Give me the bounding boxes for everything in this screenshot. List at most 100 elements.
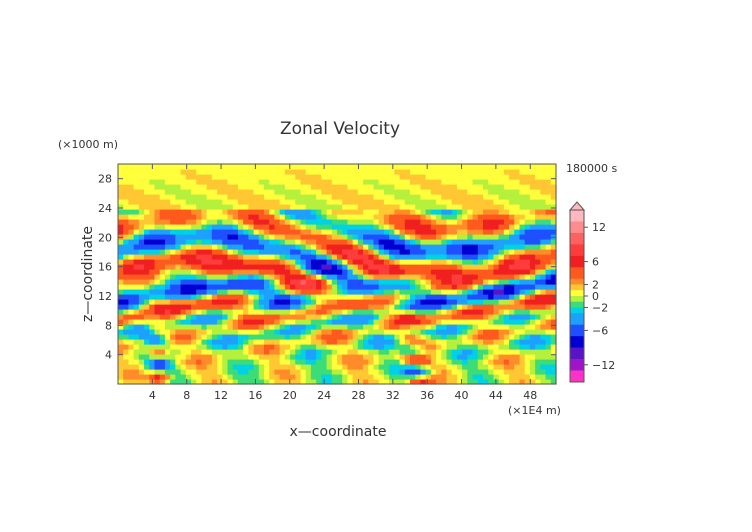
heatmap-cell: [425, 309, 432, 315]
heatmap-cell: [164, 164, 171, 170]
heatmap-cell: [394, 169, 401, 175]
heatmap-cell: [305, 209, 312, 215]
heatmap-cell: [436, 214, 442, 220]
colorbar-swatch: [570, 296, 584, 303]
heatmap-cell: [138, 194, 145, 200]
heatmap-cell: [456, 194, 463, 200]
heatmap-cell: [498, 284, 505, 290]
heatmap-cell: [342, 249, 349, 255]
heatmap-cell: [430, 314, 437, 320]
heatmap-cell: [154, 244, 161, 250]
heatmap-cell: [363, 279, 369, 285]
heatmap-cell: [498, 244, 505, 250]
heatmap-cell: [180, 199, 187, 205]
heatmap-cell: [175, 264, 182, 270]
heatmap-cell: [389, 204, 395, 210]
heatmap-cell: [144, 299, 150, 305]
heatmap-cell: [363, 339, 369, 345]
heatmap-cell: [310, 324, 317, 330]
heatmap-cell: [472, 329, 479, 335]
heatmap-cell: [483, 174, 489, 180]
heatmap-cell: [123, 179, 130, 185]
heatmap-cell: [493, 204, 500, 210]
heatmap-cell: [123, 259, 130, 265]
heatmap-cell: [451, 164, 458, 170]
heatmap-cell: [404, 369, 411, 375]
heatmap-cell: [253, 229, 260, 235]
heatmap-cell: [477, 164, 484, 170]
heatmap-cell: [436, 294, 442, 300]
heatmap-cell: [378, 219, 385, 225]
heatmap-cell: [128, 349, 135, 355]
heatmap-cell: [550, 319, 557, 325]
heatmap-cell: [253, 234, 260, 240]
heatmap-cell: [175, 189, 182, 195]
heatmap-cell: [175, 274, 182, 280]
heatmap-cell: [399, 214, 406, 220]
heatmap-cell: [483, 379, 489, 385]
heatmap-cell: [545, 224, 552, 230]
heatmap-cell: [128, 209, 135, 215]
heatmap-cell: [149, 279, 156, 285]
heatmap-cell: [305, 239, 312, 245]
heatmap-cell: [191, 284, 197, 290]
heatmap-cell: [227, 244, 234, 250]
heatmap-cell: [529, 209, 536, 215]
heatmap-cell: [352, 184, 359, 190]
heatmap-cell: [363, 189, 369, 195]
heatmap-cell: [284, 314, 291, 320]
heatmap-cell: [133, 319, 140, 325]
heatmap-cell: [451, 214, 458, 220]
heatmap-cell: [399, 249, 406, 255]
heatmap-cell: [337, 249, 343, 255]
heatmap-cell: [394, 179, 401, 185]
heatmap-cell: [462, 314, 468, 320]
heatmap-cell: [430, 214, 437, 220]
heatmap-cell: [279, 379, 286, 385]
heatmap-cell: [498, 179, 505, 185]
heatmap-cell: [337, 189, 343, 195]
heatmap-cell: [232, 354, 239, 360]
heatmap-cell: [383, 359, 390, 365]
heatmap-cell: [321, 319, 328, 325]
heatmap-cell: [253, 334, 260, 340]
heatmap-cell: [509, 359, 515, 365]
heatmap-cell: [545, 284, 552, 290]
heatmap-cell: [509, 174, 515, 180]
heatmap-cell: [264, 339, 270, 345]
heatmap-cell: [310, 374, 317, 380]
heatmap-cell: [253, 359, 260, 365]
heatmap-cell: [451, 174, 458, 180]
heatmap-cell: [269, 359, 276, 365]
heatmap-cell: [524, 214, 531, 220]
heatmap-cell: [118, 164, 124, 170]
heatmap-cell: [264, 309, 270, 315]
heatmap-cell: [237, 249, 244, 255]
heatmap-cell: [509, 234, 515, 240]
heatmap-cell: [227, 209, 234, 215]
heatmap-cell: [540, 299, 547, 305]
heatmap-cell: [154, 259, 161, 265]
heatmap-cell: [253, 374, 260, 380]
heatmap-cell: [368, 219, 375, 225]
heatmap-cell: [123, 324, 130, 330]
heatmap-cell: [279, 324, 286, 330]
heatmap-cell: [456, 349, 463, 355]
heatmap-cell: [196, 209, 203, 215]
heatmap-cell: [290, 234, 296, 240]
heatmap-cell: [519, 224, 526, 230]
heatmap-cell: [123, 284, 130, 290]
heatmap-cell: [415, 164, 422, 170]
heatmap-cell: [477, 254, 484, 260]
heatmap-cell: [331, 244, 338, 250]
heatmap-cell: [159, 279, 166, 285]
heatmap-cell: [363, 274, 369, 280]
heatmap-cell: [441, 364, 448, 370]
heatmap-cell: [326, 219, 333, 225]
heatmap-cell: [206, 274, 213, 280]
heatmap-cell: [237, 214, 244, 220]
heatmap-cell: [483, 234, 489, 240]
heatmap-cell: [477, 244, 484, 250]
heatmap-cell: [535, 219, 541, 225]
heatmap-cell: [425, 359, 432, 365]
